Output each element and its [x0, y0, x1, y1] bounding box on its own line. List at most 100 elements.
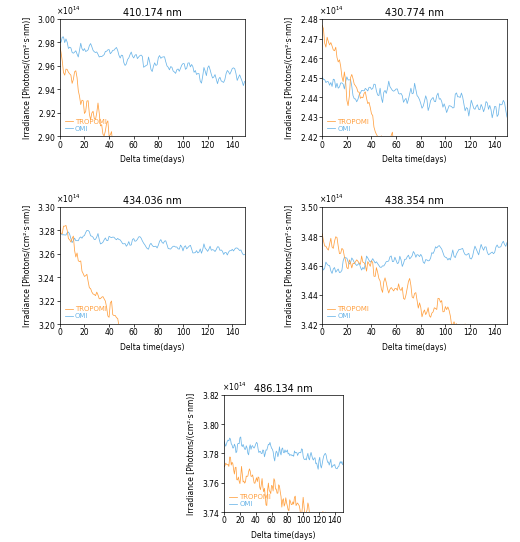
TROPOMI [57, 223, 63, 230]
OMI [238, 434, 244, 440]
TROPOMI [448, 321, 454, 328]
OMI [57, 38, 63, 44]
X-axis label: Delta time(days): Delta time(days) [251, 531, 316, 540]
Line: OMI: OMI [60, 37, 244, 86]
OMI [437, 244, 444, 250]
OMI [437, 95, 444, 102]
OMI [123, 61, 129, 67]
OMI [386, 257, 392, 264]
TROPOMI [448, 251, 454, 258]
X-axis label: Delta time(days): Delta time(days) [382, 343, 447, 352]
OMI [221, 438, 227, 445]
TROPOMI [123, 341, 129, 347]
TROPOMI [297, 506, 303, 513]
TROPOMI [340, 525, 346, 531]
TROPOMI [186, 237, 192, 244]
OMI [386, 78, 392, 85]
Line: TROPOMI: TROPOMI [322, 25, 507, 326]
OMI [148, 240, 154, 247]
TROPOMI [294, 501, 300, 507]
TROPOMI [305, 500, 311, 506]
TROPOMI [501, 348, 508, 354]
TROPOMI [279, 497, 285, 504]
OMI [241, 251, 248, 258]
OMI [123, 243, 129, 249]
OMI [170, 68, 176, 74]
OMI [433, 99, 439, 105]
TROPOMI [241, 325, 248, 332]
TROPOMI [384, 286, 391, 292]
TROPOMI [63, 222, 69, 229]
Title: 434.036 nm: 434.036 nm [123, 196, 181, 206]
Line: OMI: OMI [60, 230, 244, 255]
OMI [148, 66, 154, 73]
OMI [344, 74, 350, 80]
Title: 438.354 nm: 438.354 nm [385, 196, 444, 206]
X-axis label: Delta time(days): Delta time(days) [382, 155, 447, 164]
TROPOMI [227, 454, 233, 460]
OMI [175, 246, 181, 252]
TROPOMI [238, 320, 244, 327]
Legend: TROPOMI, OMI: TROPOMI, OMI [63, 305, 108, 321]
OMI [175, 66, 181, 72]
TROPOMI [264, 502, 270, 509]
Y-axis label: Irradiance [Photons/(cm²·s·nm)]: Irradiance [Photons/(cm²·s·nm)] [22, 17, 32, 139]
OMI [315, 466, 321, 473]
Line: TROPOMI: TROPOMI [224, 457, 343, 542]
TROPOMI [436, 295, 443, 302]
OMI [60, 34, 67, 40]
OMI [410, 90, 417, 96]
Line: TROPOMI: TROPOMI [322, 234, 507, 360]
TROPOMI [57, 42, 63, 49]
Line: OMI: OMI [224, 437, 343, 469]
Title: 430.774 nm: 430.774 nm [385, 8, 444, 18]
Legend: TROPOMI, OMI: TROPOMI, OMI [326, 305, 371, 321]
OMI [504, 114, 510, 120]
OMI [170, 243, 176, 249]
TROPOMI [409, 294, 415, 300]
OMI [339, 458, 345, 464]
TROPOMI [241, 538, 248, 542]
TROPOMI [239, 528, 245, 534]
OMI [224, 251, 230, 258]
OMI [57, 230, 63, 236]
Line: TROPOMI: TROPOMI [60, 46, 244, 328]
OMI [340, 461, 346, 468]
Y-axis label: Irradiance [Photons/(cm²·s·nm)]: Irradiance [Photons/(cm²·s·nm)] [187, 392, 196, 514]
OMI [239, 78, 245, 85]
Legend: TROPOMI, OMI: TROPOMI, OMI [326, 117, 371, 133]
OMI [503, 243, 509, 250]
OMI [279, 445, 285, 451]
OMI [305, 450, 311, 456]
Y-axis label: Irradiance [Photons/(cm²·s·nm)]: Irradiance [Photons/(cm²·s·nm)] [285, 17, 294, 139]
Y-axis label: Irradiance [Photons/(cm²·s·nm)]: Irradiance [Photons/(cm²·s·nm)] [285, 204, 294, 327]
TROPOMI [409, 179, 415, 186]
TROPOMI [319, 22, 326, 29]
TROPOMI [431, 305, 437, 311]
TROPOMI [147, 178, 153, 184]
TROPOMI [175, 429, 181, 435]
OMI [84, 227, 90, 234]
TROPOMI [221, 463, 227, 470]
OMI [503, 107, 509, 114]
OMI [500, 238, 506, 244]
OMI [504, 240, 510, 246]
OMI [240, 251, 246, 258]
TROPOMI [497, 357, 503, 364]
OMI [264, 447, 270, 453]
Line: TROPOMI: TROPOMI [60, 225, 244, 541]
TROPOMI [501, 318, 508, 324]
OMI [450, 105, 456, 111]
TROPOMI [338, 540, 344, 542]
OMI [489, 114, 496, 121]
TROPOMI [187, 443, 193, 450]
TROPOMI [431, 199, 437, 205]
TROPOMI [504, 347, 510, 353]
TROPOMI [384, 143, 391, 150]
OMI [410, 248, 417, 255]
TROPOMI [122, 148, 128, 154]
Line: OMI: OMI [322, 77, 507, 118]
Line: OMI: OMI [322, 241, 507, 273]
X-axis label: Delta time(days): Delta time(days) [120, 343, 185, 352]
Title: 410.174 nm: 410.174 nm [123, 8, 181, 18]
